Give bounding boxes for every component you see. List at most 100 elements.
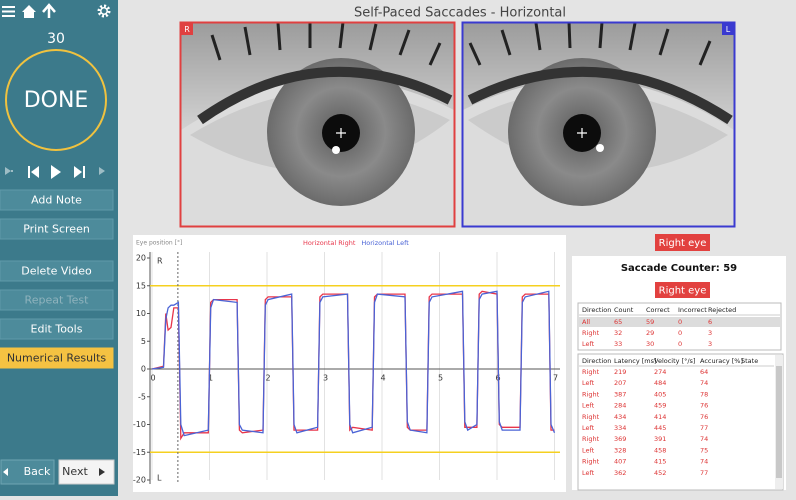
detail-cell: 284 — [614, 402, 626, 410]
menu-icon[interactable] — [2, 6, 15, 8]
detail-body: Direction Latency [ms]Velocity [°/s] Accur… — [579, 357, 774, 477]
summary-cell: 65 — [614, 318, 622, 326]
summary-header: Count — [614, 306, 634, 314]
summary-cell: 0 — [678, 329, 682, 337]
y-tick-label: -5 — [138, 392, 146, 401]
status-ring — [5, 49, 107, 151]
x-tick-label: 2 — [265, 374, 270, 383]
summary-cell: 30 — [646, 340, 654, 348]
detail-cell: Right — [582, 413, 600, 421]
detail-cell: 445 — [654, 424, 666, 432]
eye-toggle-button[interactable] — [655, 282, 710, 298]
status: DONE — [24, 88, 89, 113]
play[interactable] — [51, 165, 61, 179]
settings-icon[interactable] — [97, 4, 111, 18]
y-tick-label: 0 — [141, 365, 146, 374]
detail-cell: Left — [582, 469, 595, 477]
left-eye-frame — [461, 21, 736, 228]
y-tick-label: -10 — [133, 420, 146, 429]
home-icon[interactable] — [22, 5, 36, 18]
detail-cell: 459 — [654, 402, 666, 410]
summary-cell: 0 — [678, 340, 682, 348]
y-tick-label: -15 — [133, 448, 146, 457]
x-tick-label: 4 — [380, 374, 385, 383]
x-tick-label: 5 — [438, 374, 443, 383]
sidebar-button-label: Repeat Test — [25, 294, 90, 307]
detail-cell: 391 — [654, 435, 666, 443]
summary-cell: 32 — [614, 329, 622, 337]
x-tick-label: 0 — [150, 374, 155, 383]
data-line — [151, 290, 556, 437]
left-eye-label: L — [726, 25, 731, 34]
sidebar-button — [0, 289, 114, 311]
detail-cell: Right — [582, 390, 600, 398]
detail-cell: 387 — [614, 390, 626, 398]
detail-cell: 78 — [700, 390, 708, 398]
back-button[interactable] — [0, 459, 55, 485]
detail-cell: 76 — [700, 413, 708, 421]
detail-cell: 77 — [700, 424, 708, 432]
x-tick-label: 3 — [323, 374, 328, 383]
step-back[interactable] — [5, 167, 13, 175]
detail-header: Velocity [°/s] — [654, 357, 695, 365]
detail-cell: 484 — [654, 379, 666, 387]
summary-cell: 6 — [708, 318, 712, 326]
detail-cell: 219 — [614, 368, 626, 376]
back-label: Back — [24, 465, 51, 478]
detail-cell: 458 — [654, 446, 666, 454]
summary-header: Rejected — [708, 306, 736, 314]
summary-cell: 29 — [646, 329, 654, 337]
detail-cell: Right — [582, 368, 600, 376]
legend-entry: Horizontal Right — [303, 239, 356, 247]
back-arrow — [3, 468, 8, 476]
detail-cell: Left — [582, 424, 595, 432]
page-title: Self-Paced Saccades - Horizontal — [354, 6, 566, 21]
step-forward[interactable] — [99, 167, 105, 175]
right-eye-badge — [181, 23, 193, 35]
summary-header: Correct — [646, 306, 670, 314]
next-arrow — [99, 468, 105, 476]
sidebar-button[interactable] — [0, 347, 114, 369]
sidebar-button[interactable] — [0, 218, 114, 240]
detail-cell: 334 — [614, 424, 626, 432]
detail-header: State — [741, 357, 758, 365]
scroll-thumb[interactable] — [776, 366, 782, 478]
detail-header: Latency [ms] — [614, 357, 657, 365]
sidebar-button[interactable] — [0, 260, 114, 282]
y-tick-label: -20 — [133, 476, 146, 485]
summary-cell: 3 — [708, 329, 712, 337]
saccade-counter: Saccade Counter: 59 — [621, 263, 737, 274]
detail-cell: 328 — [614, 446, 626, 454]
detail-cell: 362 — [614, 469, 626, 477]
detail-cell: 77 — [700, 469, 708, 477]
x-tick-label: 7 — [553, 374, 558, 383]
sidebar-button-label: Delete Video — [21, 265, 92, 278]
up-icon[interactable] — [42, 3, 56, 18]
sidebar-button[interactable] — [0, 189, 114, 211]
detail-cell: 415 — [654, 458, 666, 466]
next-frame[interactable] — [74, 166, 85, 178]
detail-cell: 414 — [654, 413, 666, 421]
right-eye-video — [181, 23, 454, 226]
previous[interactable] — [28, 166, 39, 178]
eye-select-label: Right eye — [659, 238, 707, 249]
right-eye-label: R — [184, 25, 190, 34]
detail-cell: 407 — [614, 458, 626, 466]
detail-cell: 76 — [700, 402, 708, 410]
summary-cell: 3 — [708, 340, 712, 348]
left-eye-badge — [722, 23, 734, 35]
summary-cell: 59 — [646, 318, 654, 326]
next-label: Next — [62, 465, 88, 478]
summary-cell: 33 — [614, 340, 622, 348]
eye-select-button[interactable] — [655, 234, 710, 251]
sidebar-button[interactable] — [0, 318, 114, 340]
summary-header: Incorrect — [678, 306, 707, 314]
detail-cell: 434 — [614, 413, 626, 421]
sidebar-button-label: Add Note — [31, 194, 82, 207]
top-direction: R — [157, 257, 163, 266]
y-tick-label: 15 — [136, 281, 146, 290]
detail-header: Accuracy [%] — [700, 357, 743, 365]
sidebar-button-label: Edit Tools — [31, 323, 83, 336]
detail-cell: 64 — [700, 368, 708, 376]
